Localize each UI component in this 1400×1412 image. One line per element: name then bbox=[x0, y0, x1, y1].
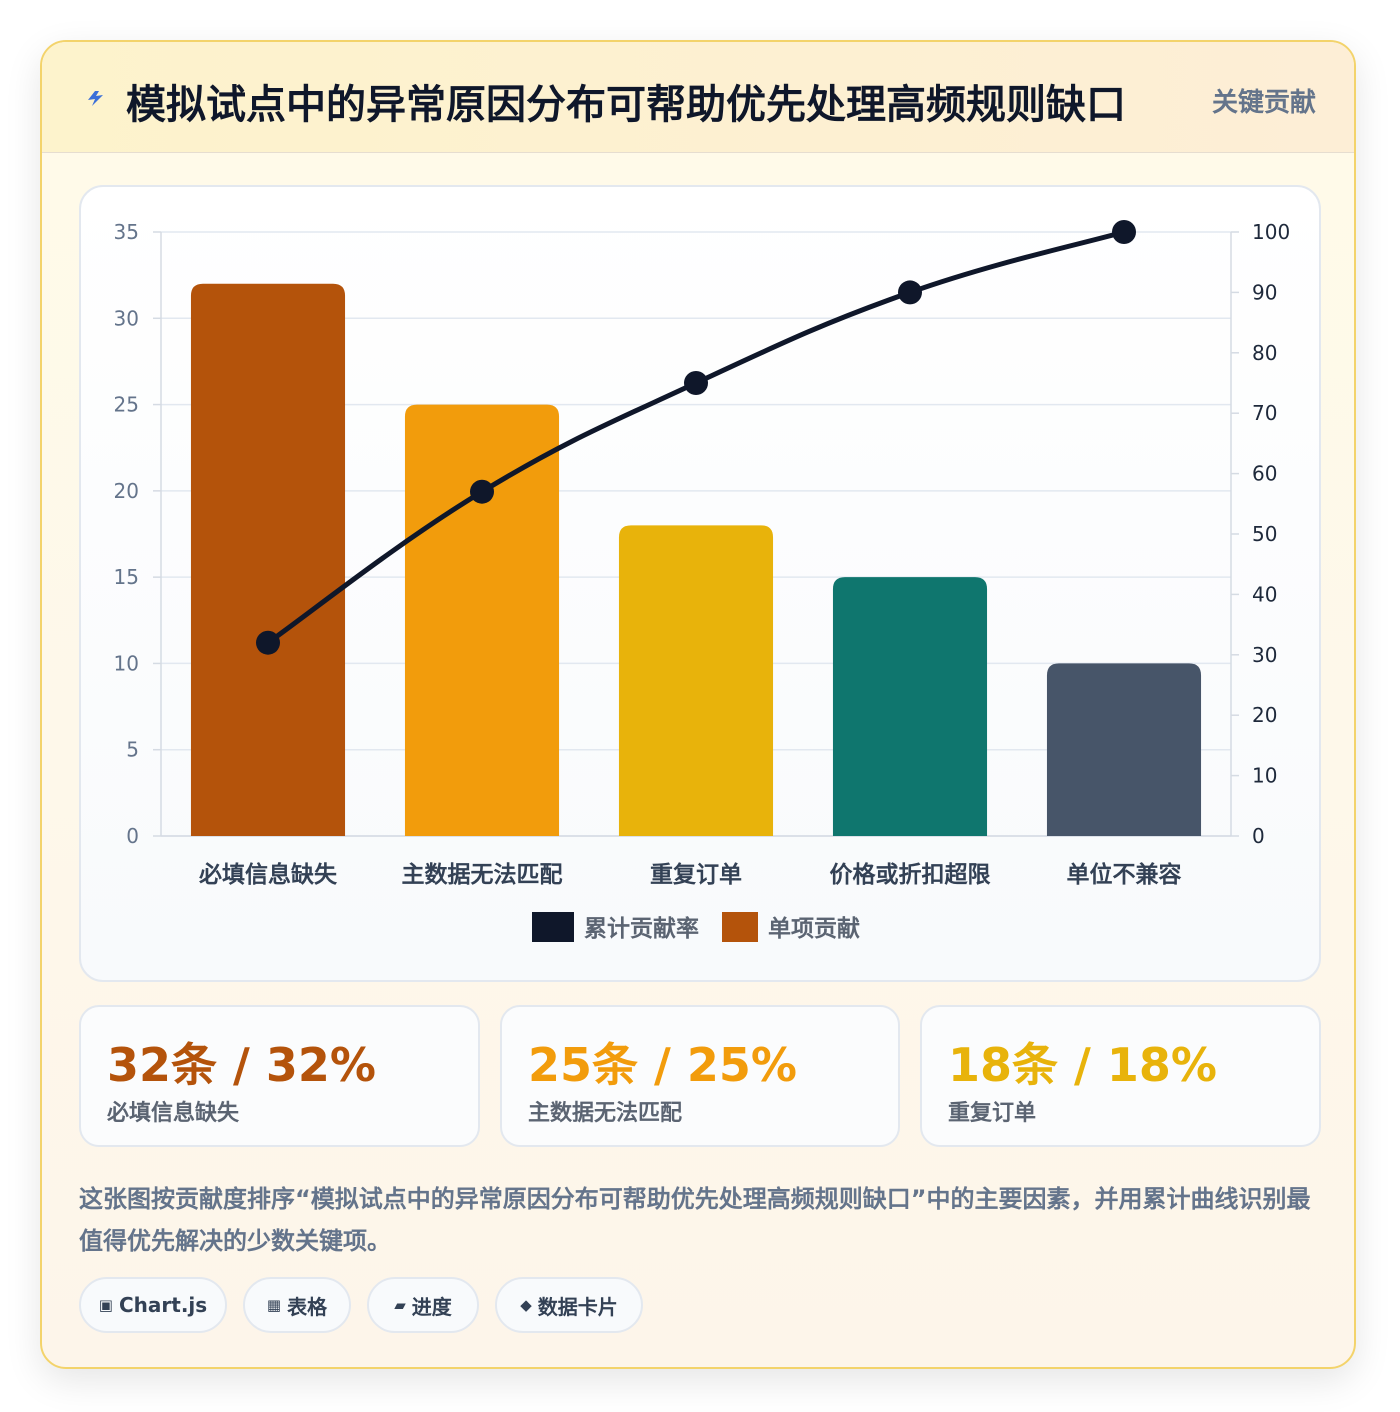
x-tick-label: 重复订单 bbox=[650, 862, 742, 888]
legend-swatch bbox=[722, 912, 758, 942]
stat-value: 18条 / 18% bbox=[948, 1038, 1217, 1092]
tag-table[interactable]: ▦ 表格 bbox=[243, 1277, 351, 1333]
bar bbox=[618, 525, 774, 836]
y2-tick-label: 20 bbox=[1252, 703, 1277, 727]
x-tick-label: 价格或折扣超限 bbox=[830, 861, 991, 888]
stat-card: 32条 / 32% 必填信息缺失 bbox=[79, 1005, 480, 1147]
tag-chartjs[interactable]: ▣ Chart.js bbox=[79, 1277, 227, 1333]
tag-progress[interactable]: ▰ 进度 bbox=[367, 1277, 479, 1333]
y-tick-label: 10 bbox=[114, 651, 139, 675]
y-tick-label: 15 bbox=[114, 565, 139, 589]
legend-swatch bbox=[532, 912, 574, 942]
x-tick-label: 必填信息缺失 bbox=[199, 861, 338, 888]
y-tick-label: 5 bbox=[126, 738, 139, 762]
table-grid-icon: ▦ bbox=[266, 1296, 282, 1314]
y2-tick-label: 10 bbox=[1252, 764, 1277, 788]
y2-tick-label: 0 bbox=[1252, 824, 1265, 848]
y2-tick-label: 30 bbox=[1252, 643, 1277, 667]
pareto-chart: 0 5 10 15 20 25 30 35 0 10 20 30 40 50 60 70 80 90 100 必填信息… bbox=[114, 220, 1290, 942]
tag-label: 数据卡片 bbox=[537, 1294, 618, 1319]
cumulative-point bbox=[256, 630, 280, 655]
header-badge: 关键贡献 bbox=[1211, 88, 1316, 118]
bar bbox=[404, 404, 560, 836]
card-header: 模拟试点中的异常原因分布可帮助优先处理高频规则缺口 关键贡献 bbox=[42, 42, 1354, 153]
progress-bar-icon: ▰ bbox=[394, 1296, 406, 1314]
x-tick-label: 主数据无法匹配 bbox=[402, 862, 563, 888]
y-tick-label: 35 bbox=[114, 220, 139, 244]
y2-tick-label: 100 bbox=[1252, 220, 1290, 244]
stat-value: 32条 / 32% bbox=[107, 1038, 376, 1092]
y-tick-label: 20 bbox=[114, 479, 139, 503]
cumulative-point bbox=[898, 280, 922, 305]
y2-tick-label: 80 bbox=[1252, 341, 1277, 365]
tag-data-card[interactable]: ◆ 数据卡片 bbox=[495, 1277, 643, 1333]
stat-label: 重复订单 bbox=[948, 1101, 1037, 1126]
cumulative-point bbox=[1112, 220, 1136, 244]
diamond-icon: ◆ bbox=[520, 1296, 532, 1314]
y2-tick-label: 70 bbox=[1252, 401, 1277, 425]
y-tick-label: 0 bbox=[126, 824, 139, 848]
lightning-icon bbox=[88, 91, 103, 106]
cumulative-point bbox=[470, 479, 494, 504]
bar bbox=[190, 283, 346, 836]
chart-description: 这张图按贡献度排序“模拟试点中的异常原因分布可帮助优先处理高频规则缺口”中的主要… bbox=[79, 1185, 1311, 1255]
legend-label: 单项贡献 bbox=[768, 916, 860, 942]
bar bbox=[1046, 663, 1202, 836]
stat-card: 18条 / 18% 重复订单 bbox=[920, 1005, 1321, 1147]
tag-label: 表格 bbox=[287, 1294, 328, 1319]
page-title: 模拟试点中的异常原因分布可帮助优先处理高频规则缺口 bbox=[126, 82, 1126, 128]
y-tick-label: 30 bbox=[114, 306, 139, 330]
cumulative-point bbox=[684, 371, 708, 395]
y2-tick-label: 90 bbox=[1252, 280, 1277, 304]
bar bbox=[832, 577, 988, 836]
tag-label: 进度 bbox=[411, 1294, 452, 1319]
legend-label: 累计贡献率 bbox=[584, 915, 699, 942]
y2-tick-label: 40 bbox=[1252, 582, 1277, 606]
stat-label: 主数据无法匹配 bbox=[528, 1101, 683, 1126]
y2-tick-label: 60 bbox=[1252, 462, 1277, 486]
y2-tick-label: 50 bbox=[1252, 522, 1277, 546]
chart-square-icon: ▣ bbox=[98, 1296, 113, 1314]
chart-panel: 0 5 10 15 20 25 30 35 0 10 20 30 40 50 60 70 80 90 100 必填信息… bbox=[79, 185, 1321, 982]
stat-value: 25条 / 25% bbox=[528, 1038, 797, 1092]
stat-label: 必填信息缺失 bbox=[107, 1101, 240, 1126]
chart-card: 模拟试点中的异常原因分布可帮助优先处理高频规则缺口 关键贡献 0 5 10 15 20 2… bbox=[40, 40, 1356, 1369]
tag-label: Chart.js bbox=[118, 1293, 208, 1317]
stat-card: 25条 / 25% 主数据无法匹配 bbox=[500, 1005, 900, 1147]
y-tick-label: 25 bbox=[114, 393, 139, 417]
x-tick-label: 单位不兼容 bbox=[1067, 861, 1182, 888]
